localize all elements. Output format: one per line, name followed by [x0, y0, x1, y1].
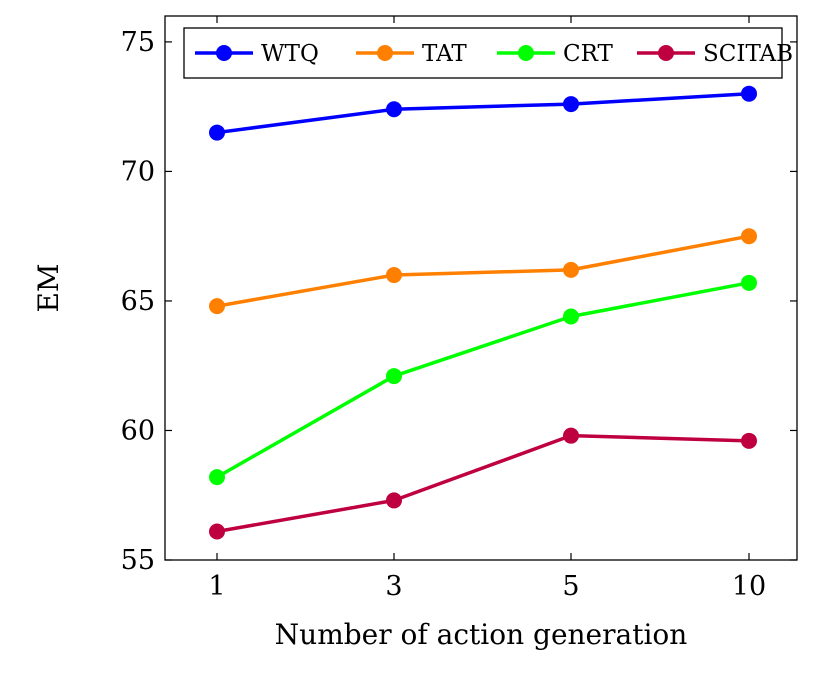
series-tat — [209, 228, 757, 315]
series-layer — [209, 85, 757, 540]
x-tick-label: 10 — [732, 571, 766, 602]
legend-label: WTQ — [261, 41, 319, 67]
legend-swatch-marker — [658, 45, 674, 61]
y-tick-label: 70 — [121, 156, 155, 187]
series-line — [216, 91, 750, 135]
data-point — [741, 85, 757, 102]
x-axis-title: Number of action generation — [275, 618, 688, 651]
series-wtq — [209, 85, 757, 141]
x-axis: 1 3 5 10 — [208, 16, 766, 602]
legend-label: TAT — [422, 41, 467, 67]
data-point — [386, 101, 402, 118]
legend-swatch-marker — [216, 45, 232, 61]
legend-swatch-marker — [377, 45, 393, 61]
legend-label: SCITAB — [703, 41, 793, 67]
plot-frame — [164, 15, 798, 561]
data-point — [386, 368, 402, 385]
series-scitab — [209, 427, 757, 540]
series-crt — [209, 274, 757, 486]
data-point — [563, 96, 579, 113]
y-axis-title: EM — [32, 263, 65, 312]
legend-swatch-marker — [518, 45, 534, 61]
x-tick-label: 5 — [562, 571, 579, 602]
x-tick-label: 3 — [385, 571, 402, 602]
data-point — [209, 523, 225, 540]
legend-item-tat: TAT — [356, 41, 467, 67]
series-line — [216, 281, 750, 479]
y-tick-label: 55 — [121, 545, 155, 576]
legend-items: WTQ TAT CRT SCITAB — [195, 41, 793, 67]
series-line — [216, 234, 750, 308]
legend-item-crt: CRT — [497, 41, 614, 67]
x-tick-label: 1 — [208, 571, 225, 602]
legend-item-scitab: SCITAB — [637, 41, 793, 67]
legend-item-wtq: WTQ — [195, 41, 319, 67]
data-point — [209, 298, 225, 315]
data-point — [563, 427, 579, 444]
data-point — [209, 469, 225, 486]
data-point — [386, 492, 402, 509]
data-point — [741, 228, 757, 245]
legend-label: CRT — [563, 41, 614, 67]
y-axis: 55 60 65 70 75 — [121, 27, 797, 576]
y-tick-label: 60 — [121, 415, 155, 446]
y-tick-label: 75 — [121, 27, 155, 58]
data-point — [209, 124, 225, 141]
legend: WTQ TAT CRT SCITAB — [183, 27, 793, 79]
series-line — [216, 433, 750, 534]
data-point — [563, 308, 579, 325]
data-point — [741, 432, 757, 449]
data-point — [386, 267, 402, 284]
data-point — [741, 274, 757, 291]
data-point — [563, 261, 579, 278]
y-tick-label: 65 — [121, 286, 155, 317]
